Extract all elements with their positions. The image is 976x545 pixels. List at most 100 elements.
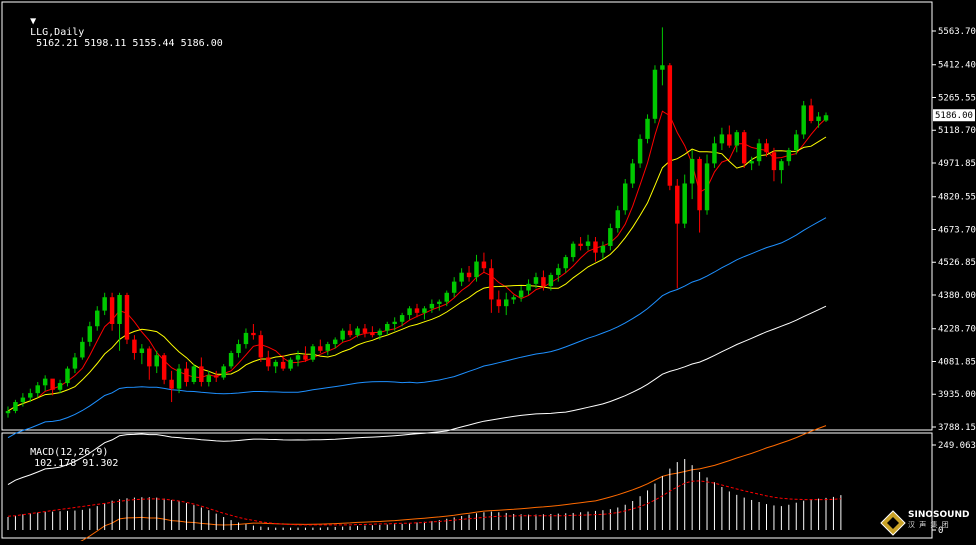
candle-body [823, 115, 829, 121]
candle-body [697, 158, 702, 211]
candle-body [87, 326, 93, 342]
candle-body [95, 310, 100, 327]
brand-logo-text: SINOSOUND 汉 声 集 团 [908, 510, 969, 530]
macd-header: MACD(12,26,9) 102.178 91.302 [6, 436, 118, 480]
candle-body [749, 161, 754, 164]
candle-body [362, 328, 368, 333]
candle-body [585, 241, 591, 246]
candle-body [816, 116, 821, 122]
ma-slow-line [7, 217, 827, 439]
candle-body [295, 355, 301, 360]
candle-body [377, 330, 383, 336]
candle-body [325, 344, 330, 351]
candle-body [236, 344, 241, 353]
candle-body [593, 241, 598, 253]
candle-body [20, 397, 26, 403]
ma-xlong-line [72, 425, 827, 545]
price-axis-label: 4820.55 [938, 193, 976, 203]
candle-body [630, 163, 635, 184]
candle-body [734, 132, 739, 146]
candle-body [556, 268, 561, 275]
candle-body [251, 332, 256, 336]
candle-body [771, 152, 777, 171]
candle-body [303, 355, 308, 360]
candle-body [466, 272, 472, 278]
candle-body [221, 366, 226, 378]
candle-body [727, 134, 732, 146]
macd-label: MACD(12,26,9) [30, 447, 109, 458]
candle-body [35, 385, 40, 394]
brand-subtitle: 汉 声 集 团 [908, 521, 950, 529]
candle-body [184, 368, 189, 382]
candle-body [481, 261, 487, 269]
symbol-label: LLG,Daily [30, 27, 85, 38]
candle-body [243, 332, 249, 345]
candle-body [675, 185, 680, 224]
candle-body [429, 303, 435, 309]
candle-body [370, 332, 375, 336]
candle-body [169, 379, 174, 389]
candle-body [72, 357, 78, 369]
candle-body [704, 163, 710, 211]
candle-body [422, 308, 427, 313]
candle-body [682, 183, 687, 224]
price-axis-label: 4228.70 [938, 325, 976, 335]
candle-body [199, 366, 204, 382]
macd-panel-border [1, 432, 933, 539]
price-axis-label: 3935.00 [938, 390, 976, 400]
price-axis-label: 5265.55 [938, 93, 976, 103]
candle-body [228, 352, 234, 367]
candle-body [504, 299, 509, 307]
candle-body [526, 283, 531, 291]
candle-body [347, 330, 353, 336]
candle-body [266, 357, 271, 367]
candle-body [474, 261, 479, 278]
candle-body [117, 295, 122, 324]
candle-body [385, 323, 390, 331]
candle-body [310, 346, 316, 360]
candle-body [437, 301, 442, 304]
candle-body [496, 299, 502, 307]
candle-body [511, 297, 516, 300]
candle-body [667, 65, 673, 186]
candle-body [756, 143, 762, 162]
ohlc-values: 5162.21 5198.11 5155.44 5186.00 [36, 38, 223, 49]
candle-body [213, 375, 219, 378]
price-axis-label: 4380.00 [938, 291, 976, 301]
candle-body [258, 335, 264, 358]
price-axis-label: 4971.85 [938, 159, 976, 169]
candle-body [660, 65, 665, 70]
candle-body [132, 339, 137, 353]
candle-body [50, 378, 55, 390]
price-axis-label: 4081.85 [938, 357, 976, 367]
candle-body [518, 290, 524, 298]
last-price-label: 5186.00 [935, 111, 973, 121]
candle-body [533, 277, 539, 284]
candle-body [147, 348, 152, 367]
candle-body [622, 183, 628, 211]
candle-body [288, 359, 293, 369]
candle-body [794, 134, 799, 151]
candle-body [615, 210, 621, 229]
candle-body [57, 383, 63, 390]
candle-body [407, 308, 412, 316]
symbol-header: ▼ LLG,Daily 5162.21 5198.11 5155.44 5186… [6, 5, 223, 60]
brand-name: SINOSOUND [908, 510, 970, 520]
candle-body [5, 410, 11, 414]
candle-body [191, 366, 197, 382]
candle-body [42, 378, 48, 386]
price-axis-label: 5118.70 [938, 126, 976, 136]
candle-body [808, 105, 814, 122]
candle-body [124, 295, 130, 340]
candle-body [318, 346, 323, 351]
last-price-tag [933, 109, 975, 122]
candle-body [332, 339, 338, 345]
candle-body [444, 292, 449, 302]
dropdown-arrow-icon[interactable]: ▼ [30, 16, 37, 27]
candle-body [652, 69, 658, 119]
candle-body [355, 328, 360, 336]
price-axis-label: 4673.70 [938, 225, 976, 235]
price-axis-label: 5412.40 [938, 61, 976, 71]
candle-body [206, 375, 212, 382]
